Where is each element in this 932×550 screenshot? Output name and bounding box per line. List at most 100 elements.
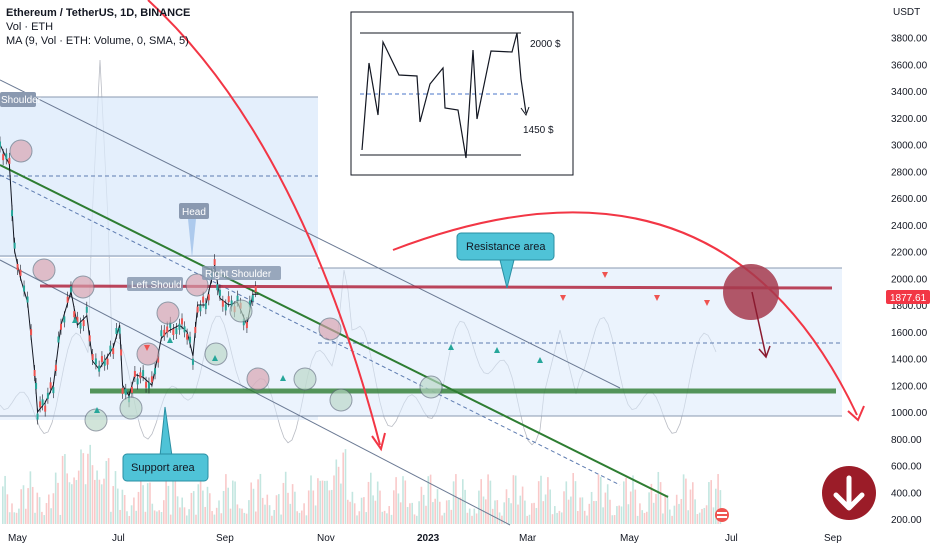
sell-marker (602, 272, 608, 278)
candle-body (251, 295, 254, 302)
candle-body (202, 296, 205, 303)
volume-bar (413, 514, 416, 524)
current-price-badge (886, 290, 930, 304)
candle-body (5, 153, 8, 160)
volume-bar (356, 515, 358, 524)
volume-bar (27, 488, 29, 524)
symbol-title[interactable]: Ethereum / TetherUS, 1D, BINANCE (6, 7, 191, 19)
y-tick-label: 3600.00 (891, 60, 928, 71)
candle-body (26, 296, 29, 303)
svg-text:Resistance area: Resistance area (466, 241, 546, 253)
candle-body (59, 323, 62, 330)
volume-bar (29, 471, 32, 524)
buy-marker (537, 357, 543, 363)
candle-body (166, 326, 169, 333)
volume-bar (406, 507, 409, 524)
volume-bar (61, 455, 64, 524)
candle-body (227, 296, 230, 303)
volume-bar (409, 503, 411, 524)
y-tick-label: 3400.00 (891, 87, 928, 98)
volume-bar (146, 483, 149, 524)
volume-bar (478, 490, 480, 524)
volume-bar (717, 474, 719, 524)
candle-body (118, 327, 121, 334)
volume-bar (517, 504, 519, 524)
volume-bar (466, 512, 469, 524)
volume-bar (482, 496, 485, 524)
volume-bar (666, 494, 669, 524)
volume-bar (149, 482, 151, 524)
y-tick-label: 1200.00 (891, 381, 928, 392)
volume-bar (703, 507, 706, 524)
x-tick-label: 2023 (417, 533, 440, 544)
volume-bar (167, 485, 170, 524)
volume-bar (169, 514, 172, 524)
candle-body (120, 349, 123, 356)
volume-bar (204, 506, 206, 524)
volume-bar (156, 511, 158, 524)
volume-bar (687, 510, 689, 524)
volume-bar (206, 486, 209, 524)
volume-bar (443, 512, 446, 524)
candle-body (121, 387, 124, 394)
volume-bar (611, 515, 614, 524)
volume-bar (372, 495, 374, 524)
volume-bar (337, 466, 340, 524)
sell-marker (654, 295, 660, 301)
volume-bar (379, 490, 381, 524)
volume-bar (75, 480, 78, 524)
price-axis: 200.00 400.00 600.00 800.00 1000.00 1200.00 14… (891, 34, 928, 527)
volume-bar (158, 510, 160, 524)
volume-bar (395, 477, 397, 524)
volume-bar (52, 493, 55, 524)
candle-body (221, 300, 224, 307)
volume-bar (179, 507, 181, 524)
volume-bar (450, 509, 453, 524)
buy-marker (448, 344, 454, 350)
candle-body (175, 328, 178, 335)
y-tick-label: 1400.00 (891, 355, 928, 366)
volume-bar (333, 475, 335, 524)
ma-legend[interactable]: MA (9, Vol · ETH: Volume, 0, SMA, 5) (6, 35, 189, 47)
candle-body (100, 356, 103, 363)
x-tick-label: Mar (519, 533, 537, 544)
y-tick-label: 2000.00 (891, 274, 928, 285)
volume-bar (243, 512, 246, 524)
volume-bar (128, 515, 131, 524)
volume-bar (418, 501, 420, 524)
volume-bar (257, 479, 259, 524)
volume-legend[interactable]: Vol · ETH (6, 21, 54, 33)
volume-bar (358, 511, 361, 524)
volume-bar (678, 503, 680, 524)
volume-bar (195, 514, 197, 524)
volume-bar (689, 489, 692, 524)
volume-bar (186, 515, 188, 524)
volume-bar (452, 481, 455, 524)
volume-bar (363, 497, 365, 524)
inset-low-label: 1450 $ (523, 125, 554, 136)
volume-bar (537, 481, 540, 524)
volume-bar (370, 472, 372, 524)
volume-bar (390, 514, 393, 524)
candle-body (154, 368, 157, 375)
volume-bar (20, 489, 22, 524)
candle-body (19, 269, 22, 276)
buy-marker (72, 317, 78, 323)
volume-bar (89, 444, 91, 524)
volume-bar (123, 495, 126, 524)
volume-bar (2, 486, 4, 524)
y-tick-label: 600.00 (891, 462, 922, 473)
volume-bar (448, 500, 450, 524)
volume-bar (50, 508, 52, 524)
volume-bar (22, 485, 25, 524)
buy-marker (494, 347, 500, 353)
volume-bar (34, 512, 36, 524)
candle-body (213, 259, 216, 266)
volume-bar (303, 503, 305, 524)
volume-bar (636, 515, 639, 524)
volume-bar (291, 484, 294, 524)
candle-body (106, 358, 109, 365)
volume-bar (15, 512, 18, 524)
volume-bar (618, 505, 620, 524)
